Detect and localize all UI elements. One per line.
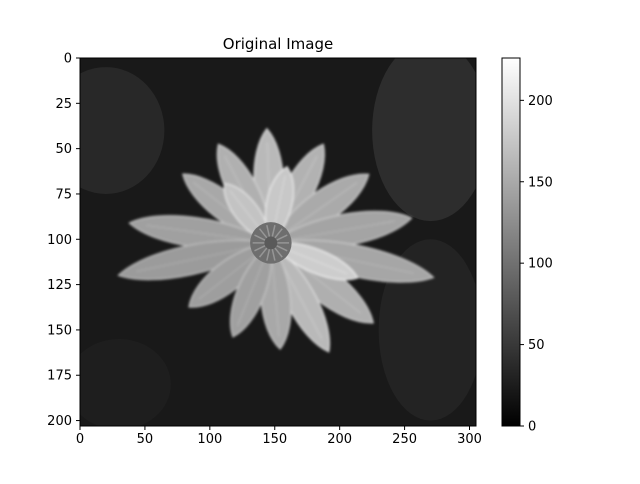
flower-center-core — [264, 236, 278, 250]
petal-vein — [271, 255, 280, 337]
x-tick-label: 150 — [262, 432, 287, 447]
y-tick-label: 25 — [55, 97, 72, 112]
background-patch — [80, 338, 171, 426]
image-area — [80, 58, 476, 426]
colorbar-tick-label: 100 — [528, 257, 553, 272]
axes-frame — [79, 57, 477, 427]
y-tick-label: 100 — [47, 233, 72, 248]
x-tick-label: 0 — [76, 432, 84, 447]
colorbar-tick-label: 0 — [528, 420, 536, 435]
background-patch — [372, 58, 476, 222]
x-tick-label: 300 — [457, 432, 482, 447]
petal-vein — [146, 224, 254, 242]
petal-vein — [237, 253, 267, 326]
y-tick-label: 0 — [64, 52, 72, 67]
y-tick-label: 75 — [55, 187, 72, 202]
colorbar-tick-label: 150 — [528, 175, 553, 190]
petal-vein — [198, 250, 262, 300]
background-foliage — [80, 58, 476, 426]
colorbar-tick-label: 200 — [528, 94, 553, 109]
flower-center — [250, 222, 292, 264]
petal — [229, 241, 273, 338]
x-tick-label: 100 — [197, 432, 222, 447]
petal-vein — [281, 246, 348, 275]
colorbar-tick-label: 50 — [528, 338, 545, 353]
y-tick-label: 150 — [47, 323, 72, 338]
y-tick-label: 175 — [47, 369, 72, 384]
petal-layer — [117, 127, 435, 353]
petal-vein — [287, 220, 395, 241]
background-patch — [80, 67, 165, 194]
colorbar-ticks: 0 50 100 150 200 — [520, 94, 553, 435]
x-axis: 0 50 100 150 200 250 300 — [76, 426, 482, 447]
y-axis: 0 25 50 75 100 125 150 175 200 — [47, 52, 80, 429]
x-tick-label: 50 — [137, 432, 154, 447]
x-tick-label: 250 — [392, 432, 417, 447]
y-tick-label: 50 — [55, 142, 72, 157]
background-patch — [378, 239, 476, 421]
colorbar: 0 50 100 150 200 — [501, 57, 553, 435]
y-tick-label: 125 — [47, 278, 72, 293]
chart-title: Original Image — [223, 35, 333, 53]
petal — [269, 241, 359, 281]
colorbar-gradient — [501, 57, 521, 427]
petal-vein — [136, 246, 253, 272]
y-tick-label: 200 — [47, 414, 72, 429]
x-tick-label: 200 — [327, 432, 352, 447]
petal-vein — [282, 182, 358, 236]
